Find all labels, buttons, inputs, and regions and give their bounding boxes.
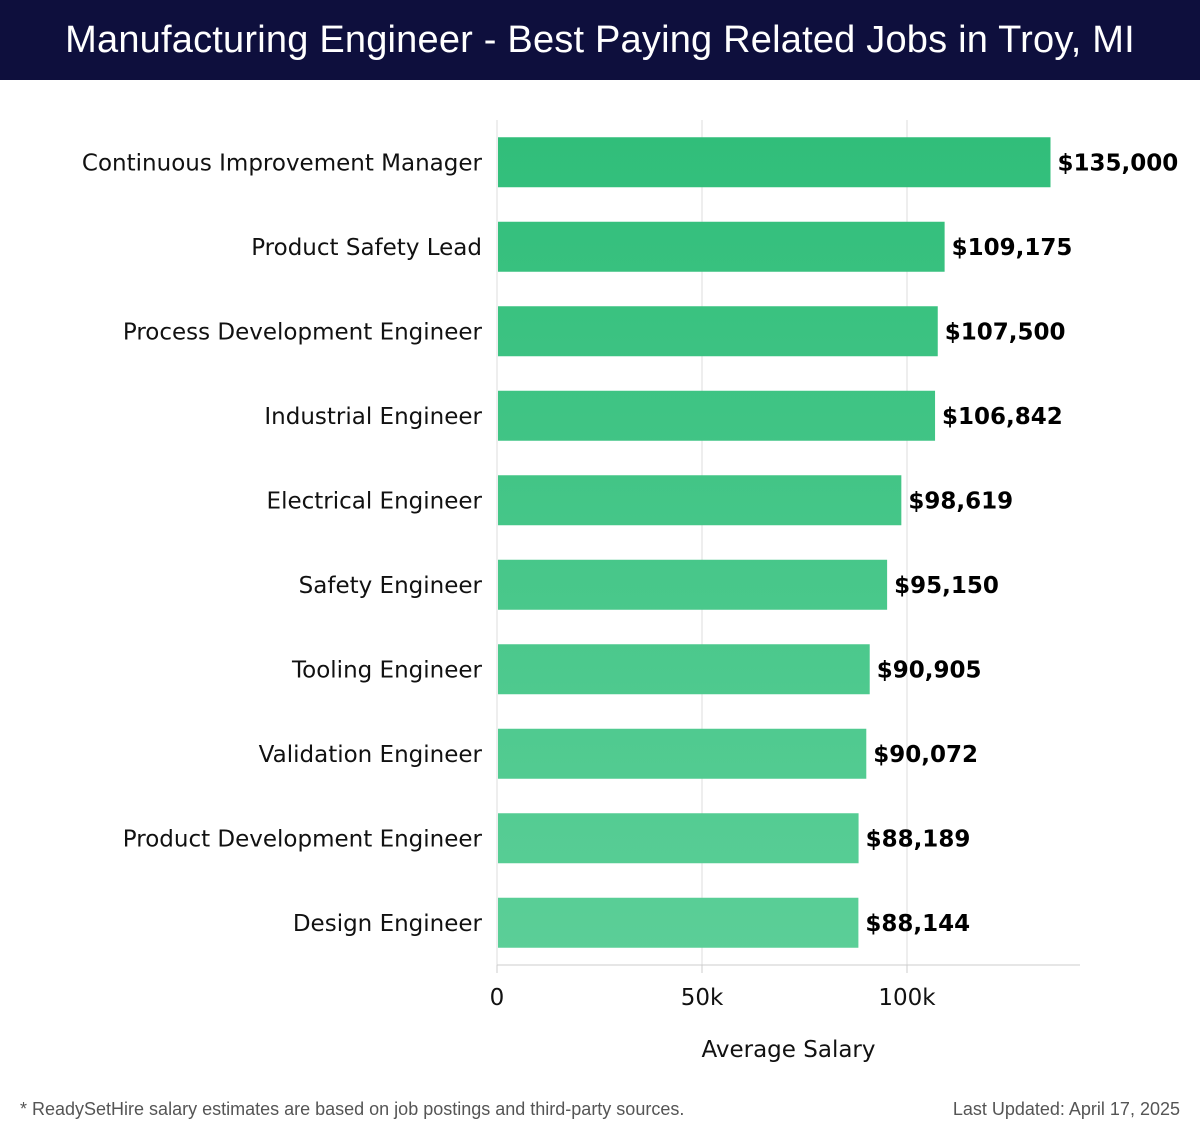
x-tick-label: 100k xyxy=(878,985,936,1011)
footer-note: * ReadySetHire salary estimates are base… xyxy=(20,1099,685,1119)
x-tick-label: 0 xyxy=(490,985,505,1011)
bar xyxy=(498,475,902,526)
value-label: $106,842 xyxy=(942,404,1063,430)
value-label: $98,619 xyxy=(908,488,1013,514)
bar xyxy=(498,221,945,272)
category-label: Electrical Engineer xyxy=(267,488,483,514)
value-label: $109,175 xyxy=(952,235,1073,261)
bar xyxy=(498,813,859,864)
value-label: $90,905 xyxy=(877,657,982,683)
value-label: $107,500 xyxy=(945,319,1066,345)
chart-title: Manufacturing Engineer - Best Paying Rel… xyxy=(0,0,1200,80)
value-label: $135,000 xyxy=(1058,150,1179,176)
bar xyxy=(498,728,867,779)
category-label: Continuous Improvement Manager xyxy=(82,150,483,176)
category-label: Validation Engineer xyxy=(259,742,483,768)
category-label: Tooling Engineer xyxy=(291,657,483,683)
category-label: Product Development Engineer xyxy=(123,826,483,852)
category-label: Safety Engineer xyxy=(299,573,483,599)
value-label: $95,150 xyxy=(894,573,999,599)
last-updated: Last Updated: April 17, 2025 xyxy=(952,1099,1180,1119)
bar xyxy=(498,644,870,695)
bar xyxy=(498,897,859,948)
x-axis-title: Average Salary xyxy=(701,1037,875,1063)
category-label: Process Development Engineer xyxy=(123,319,483,345)
category-label: Design Engineer xyxy=(293,911,483,937)
bar xyxy=(498,306,938,357)
bar-chart: Continuous Improvement Manager $135,000 Pr… xyxy=(82,120,1179,1063)
bar xyxy=(498,559,888,610)
x-tick-label: 50k xyxy=(681,985,724,1011)
value-label: $90,072 xyxy=(873,742,978,768)
bar xyxy=(498,137,1051,188)
bar xyxy=(498,390,936,441)
value-label: $88,144 xyxy=(865,911,970,937)
category-label: Product Safety Lead xyxy=(251,235,482,261)
category-label: Industrial Engineer xyxy=(264,404,482,430)
value-label: $88,189 xyxy=(866,826,971,852)
